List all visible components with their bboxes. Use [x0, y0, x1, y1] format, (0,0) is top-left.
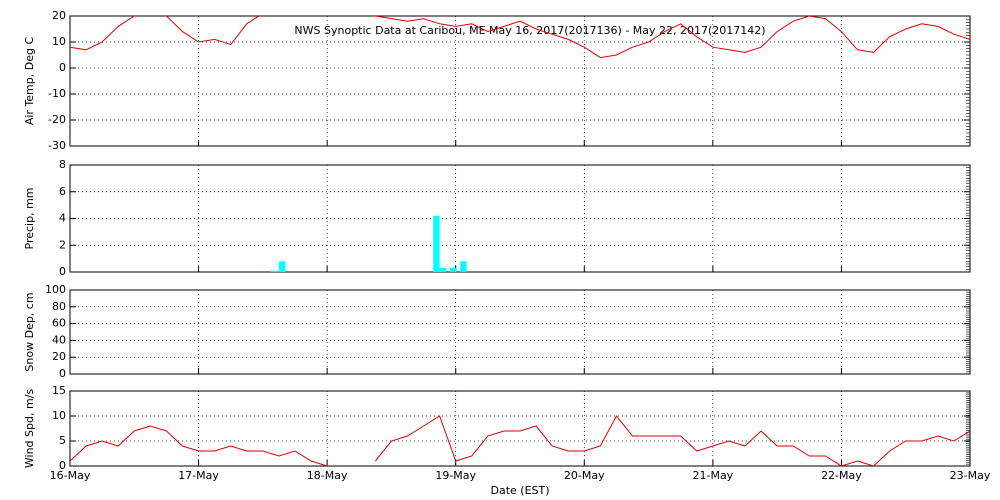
plot-frame	[69, 289, 971, 375]
bar	[449, 267, 457, 272]
y-tick-label: -20	[48, 113, 66, 126]
y-tick-label: -30	[48, 139, 66, 152]
y-tick-label: 0	[59, 265, 66, 278]
x-tick-label: 18-May	[307, 469, 348, 482]
y-tick-label: -10	[48, 87, 66, 100]
chart-title: NWS Synoptic Data at Caribou, ME May 16,…	[294, 24, 765, 37]
y-axis-label: Precip, mm	[23, 188, 36, 250]
x-tick-label: 16-May	[50, 469, 91, 482]
y-tick-label: 8	[59, 158, 66, 171]
y-tick-label: 0	[59, 367, 66, 380]
y-tick-label: 100	[45, 283, 66, 296]
y-tick-label: 10	[52, 35, 66, 48]
bar	[433, 215, 440, 272]
x-tick-label: 22-May	[821, 469, 862, 482]
x-tick-label: 20-May	[564, 469, 605, 482]
y-tick-label: 10	[52, 409, 66, 422]
plot-frame	[69, 15, 971, 147]
y-tick-label: 60	[52, 317, 66, 330]
x-tick-label: 17-May	[178, 469, 219, 482]
bar	[460, 261, 467, 272]
plot-frame	[69, 164, 971, 273]
y-tick-label: 0	[59, 61, 66, 74]
y-axis-label: Snow Dep, cm	[23, 292, 36, 371]
y-axis-label: Wind Spd, m/s	[23, 389, 36, 469]
bar	[439, 267, 447, 272]
y-tick-label: 4	[59, 212, 66, 225]
y-axis-label: Air Temp, Deg C	[23, 37, 36, 126]
y-tick-label: 0	[59, 459, 66, 472]
x-axis-label: Date (EST)	[490, 484, 549, 497]
plot-frame	[69, 390, 971, 467]
y-tick-label: 80	[52, 300, 66, 313]
y-tick-label: 5	[59, 434, 66, 447]
y-tick-label: 20	[52, 350, 66, 363]
y-tick-label: 15	[52, 384, 66, 397]
x-tick-label: 19-May	[435, 469, 476, 482]
x-tick-label: 23-May	[950, 469, 991, 482]
y-tick-label: 40	[52, 333, 66, 346]
y-tick-label: 2	[59, 238, 66, 251]
data-line	[70, 415, 970, 466]
bar	[271, 270, 278, 272]
bar	[278, 261, 286, 272]
y-tick-label: 6	[59, 185, 66, 198]
data-line	[70, 16, 970, 59]
y-tick-label: 20	[52, 9, 66, 22]
x-tick-label: 21-May	[692, 469, 733, 482]
